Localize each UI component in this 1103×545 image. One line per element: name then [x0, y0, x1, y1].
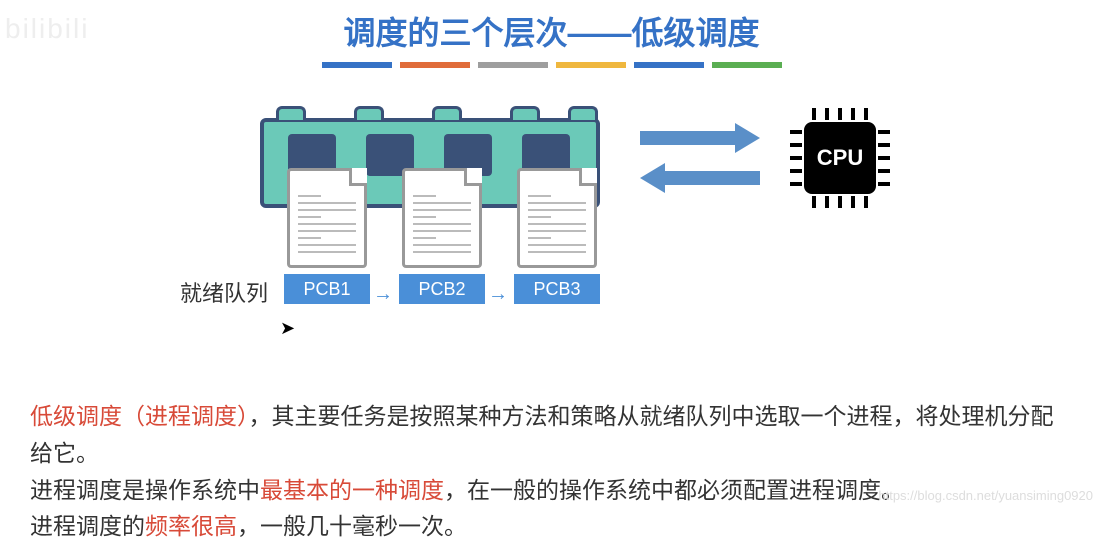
cursor-icon: ➤	[280, 318, 295, 339]
cpu-pin	[851, 196, 855, 208]
cpu-pin	[878, 130, 890, 134]
queue-label: 就绪队列	[180, 276, 268, 308]
text-seg: 进程调度的	[30, 513, 145, 539]
description-text: 低级调度（进程调度），其主要任务是按照某种方法和策略从就绪队列中选取一个进程，将…	[30, 398, 1073, 545]
cpu-pin	[878, 169, 890, 173]
cpu-pin	[790, 130, 802, 134]
pcb-arrow-icon: →	[373, 283, 393, 306]
cpu-pin	[878, 156, 890, 160]
color-bars	[0, 62, 1103, 68]
cpu-pin	[864, 108, 868, 120]
color-bar	[478, 62, 548, 68]
cpu-icon: CPU	[790, 108, 890, 208]
cpu-pin	[790, 169, 802, 173]
pcb-label: PCB2	[399, 274, 485, 304]
color-bar	[634, 62, 704, 68]
document-icon	[517, 168, 597, 268]
cpu-pin	[864, 196, 868, 208]
cpu-pin	[790, 182, 802, 186]
arrow-to-cpu	[640, 123, 760, 153]
ram-notch	[354, 106, 384, 120]
cpu-pin	[790, 156, 802, 160]
cpu-pin	[838, 196, 842, 208]
slide-title: 调度的三个层次——低级调度	[0, 8, 1103, 54]
diagram-area: 就绪队列 CPU ➤ PCB1→PCB2→PCB3	[0, 88, 1103, 338]
ram-notch	[276, 106, 306, 120]
color-bar	[556, 62, 626, 68]
pcb-label: PCB3	[514, 274, 600, 304]
highlight-text: 最基本的一种调度	[260, 477, 444, 503]
pcb-label: PCB1	[284, 274, 370, 304]
highlight-text: 频率很高	[145, 513, 237, 539]
text-seg: 进程调度是操作系统中	[30, 477, 260, 503]
cpu-pin	[790, 143, 802, 147]
cpu-pin	[812, 196, 816, 208]
pcb-arrow-icon: →	[488, 283, 508, 306]
cpu-pin	[838, 108, 842, 120]
text-seg: ，在一般的操作系统中都必须配置进程调度。	[444, 477, 904, 503]
highlight-text: 低级调度（进程调度）	[30, 403, 249, 429]
color-bar	[322, 62, 392, 68]
document-icon	[287, 168, 367, 268]
cpu-label: CPU	[804, 122, 876, 194]
color-bar	[400, 62, 470, 68]
color-bar	[712, 62, 782, 68]
cpu-pin	[878, 143, 890, 147]
cpu-pin	[851, 108, 855, 120]
cpu-pin	[812, 108, 816, 120]
cpu-pin	[825, 108, 829, 120]
text-seg: ，一般几十毫秒一次。	[237, 513, 467, 539]
ram-notch	[510, 106, 540, 120]
document-icon	[402, 168, 482, 268]
ram-notch	[432, 106, 462, 120]
arrow-from-cpu	[640, 163, 760, 193]
cpu-pin	[825, 196, 829, 208]
faded-logo: bilibili	[5, 13, 89, 45]
cpu-pin	[878, 182, 890, 186]
ram-notch	[568, 106, 598, 120]
